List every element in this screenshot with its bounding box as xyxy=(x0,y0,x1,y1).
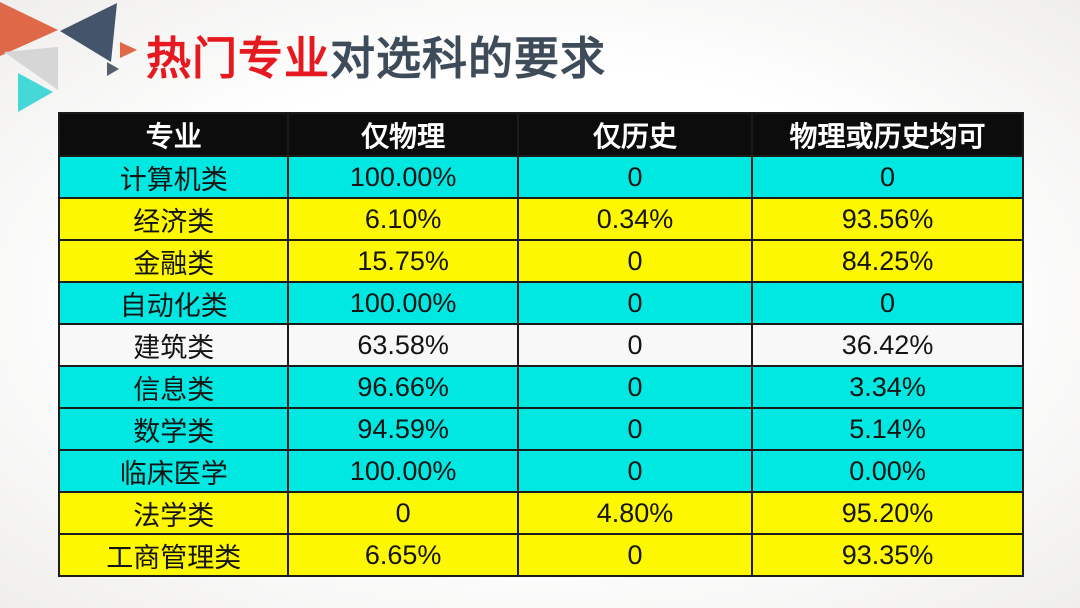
cell-history-only: 0 xyxy=(516,239,754,283)
cell-major: 临床医学 xyxy=(57,449,290,493)
cell-history-only: 0 xyxy=(516,155,754,199)
table-row: 金融类 15.75% 0 84.25% xyxy=(57,239,1024,283)
table-row: 经济类 6.10% 0.34% 93.56% xyxy=(57,197,1024,241)
table-row: 法学类 0 4.80% 95.20% xyxy=(57,491,1024,535)
cell-physics-only: 15.75% xyxy=(287,239,519,283)
cell-history-only: 0 xyxy=(516,533,754,577)
cell-physics-or-history: 0.00% xyxy=(751,449,1024,493)
cell-physics-only: 100.00% xyxy=(287,155,519,199)
slide-title-highlight: 热门专业 xyxy=(146,33,331,84)
gray-triangle-icon xyxy=(4,47,58,90)
small-navy-arrow-icon xyxy=(107,62,119,76)
table-row: 工商管理类 6.65% 0 93.35% xyxy=(57,533,1024,577)
majors-subject-requirement-table: 专业 仅物理 仅历史 物理或历史均可 计算机类 100.00% 0 0 经济类 … xyxy=(57,112,1024,577)
cell-physics-only: 100.00% xyxy=(287,449,519,493)
slide-title-rest: 对选科的要求 xyxy=(330,33,607,84)
cell-physics-or-history: 0 xyxy=(751,155,1024,199)
table-row: 数学类 94.59% 0 5.14% xyxy=(57,407,1024,451)
cell-major: 信息类 xyxy=(57,365,290,409)
cell-history-only: 0 xyxy=(516,449,754,493)
header-physics-or-history: 物理或历史均可 xyxy=(751,112,1024,157)
cell-physics-only: 0 xyxy=(287,491,519,535)
table-row: 信息类 96.66% 0 3.34% xyxy=(57,365,1024,409)
cell-physics-or-history: 93.35% xyxy=(751,533,1024,577)
cell-physics-only: 100.00% xyxy=(287,281,519,325)
cell-physics-only: 6.10% xyxy=(287,197,519,241)
cell-major: 工商管理类 xyxy=(57,533,290,577)
cell-physics-only: 94.59% xyxy=(287,407,519,451)
cell-history-only: 0 xyxy=(516,365,754,409)
navy-triangle-icon xyxy=(60,3,117,62)
cell-major: 自动化类 xyxy=(57,281,290,325)
header-major: 专业 xyxy=(57,112,290,157)
table-row: 计算机类 100.00% 0 0 xyxy=(57,155,1024,199)
cell-physics-or-history: 5.14% xyxy=(751,407,1024,451)
cell-history-only: 0 xyxy=(516,323,754,367)
cell-history-only: 0 xyxy=(516,281,754,325)
cell-major: 法学类 xyxy=(57,491,290,535)
slide-title: 热门专业对选科的要求 xyxy=(146,22,606,87)
cell-history-only: 4.80% xyxy=(516,491,754,535)
teal-triangle-icon xyxy=(18,73,53,112)
cell-physics-or-history: 84.25% xyxy=(751,239,1024,283)
cell-major: 经济类 xyxy=(57,197,290,241)
orange-triangle-icon xyxy=(0,2,58,56)
table-row: 建筑类 63.58% 0 36.42% xyxy=(57,323,1024,367)
cell-major: 计算机类 xyxy=(57,155,290,199)
table-header-row: 专业 仅物理 仅历史 物理或历史均可 xyxy=(57,112,1024,157)
header-history-only: 仅历史 xyxy=(516,112,754,157)
small-orange-arrow-icon xyxy=(120,42,137,58)
table-row: 自动化类 100.00% 0 0 xyxy=(57,281,1024,325)
cell-physics-or-history: 3.34% xyxy=(751,365,1024,409)
cell-history-only: 0 xyxy=(516,407,754,451)
cell-history-only: 0.34% xyxy=(516,197,754,241)
cell-physics-or-history: 95.20% xyxy=(751,491,1024,535)
header-physics-only: 仅物理 xyxy=(287,112,519,157)
cell-major: 数学类 xyxy=(57,407,290,451)
table-row: 临床医学 100.00% 0 0.00% xyxy=(57,449,1024,493)
cell-physics-or-history: 0 xyxy=(751,281,1024,325)
cell-major: 建筑类 xyxy=(57,323,290,367)
cell-physics-only: 6.65% xyxy=(287,533,519,577)
cell-major: 金融类 xyxy=(57,239,290,283)
cell-physics-only: 96.66% xyxy=(287,365,519,409)
cell-physics-or-history: 93.56% xyxy=(751,197,1024,241)
cell-physics-only: 63.58% xyxy=(287,323,519,367)
corner-triangles-decoration xyxy=(0,2,137,112)
cell-physics-or-history: 36.42% xyxy=(751,323,1024,367)
